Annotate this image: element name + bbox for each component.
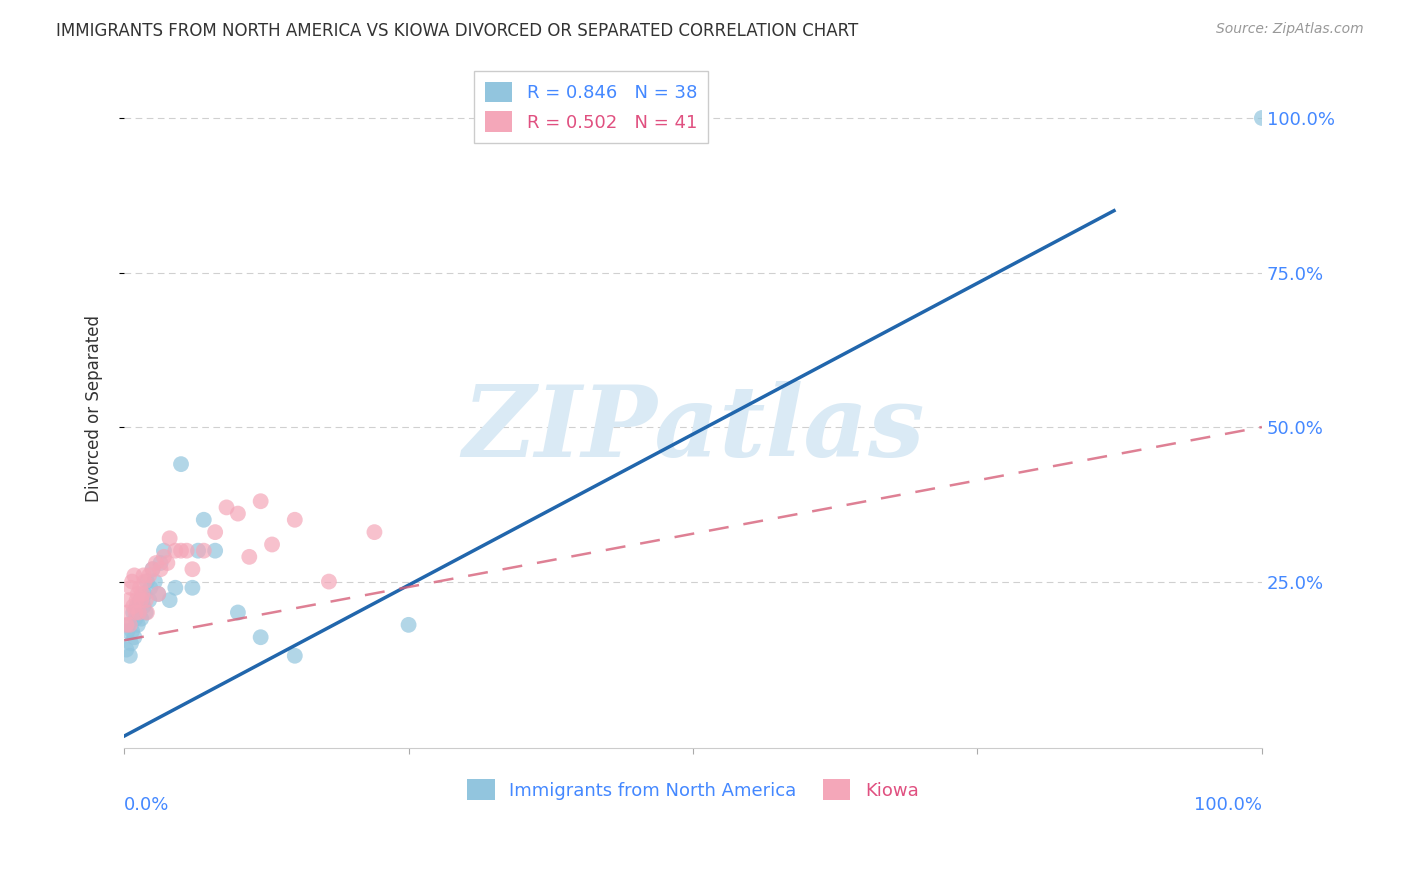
Point	[124, 606, 146, 620]
Point	[193, 513, 215, 527]
Point	[127, 587, 149, 601]
Point	[165, 543, 187, 558]
Point	[122, 599, 145, 614]
Point	[318, 574, 340, 589]
Text: ZIPatlas: ZIPatlas	[461, 381, 924, 477]
Point	[138, 568, 160, 582]
Point	[143, 574, 166, 589]
Point	[181, 581, 204, 595]
Point	[204, 543, 226, 558]
Point	[226, 606, 249, 620]
Point	[181, 562, 204, 576]
Point	[124, 630, 146, 644]
Point	[260, 537, 283, 551]
Point	[129, 593, 152, 607]
Point	[138, 593, 160, 607]
Point	[118, 593, 141, 607]
Point	[128, 606, 150, 620]
Point	[131, 593, 153, 607]
Text: Source: ZipAtlas.com: Source: ZipAtlas.com	[1216, 22, 1364, 37]
Point	[125, 599, 148, 614]
Text: 100.0%: 100.0%	[1194, 796, 1263, 814]
Point	[148, 587, 170, 601]
Point	[129, 593, 152, 607]
Point	[226, 507, 249, 521]
Point	[142, 562, 165, 576]
Point	[159, 531, 181, 545]
Point	[135, 593, 157, 607]
Point	[148, 587, 170, 601]
Point	[363, 525, 385, 540]
Point	[125, 593, 148, 607]
Point	[249, 630, 271, 644]
Point	[149, 562, 172, 576]
Point	[145, 556, 167, 570]
Point	[135, 606, 157, 620]
Point	[135, 574, 157, 589]
Point	[204, 525, 226, 540]
Point	[132, 599, 155, 614]
Point	[121, 624, 143, 638]
Point	[170, 543, 193, 558]
Point	[284, 648, 307, 663]
Point	[124, 612, 146, 626]
Point	[118, 618, 141, 632]
Point	[135, 606, 157, 620]
Point	[118, 618, 141, 632]
Y-axis label: Divorced or Separated: Divorced or Separated	[86, 315, 103, 502]
Point	[153, 549, 176, 564]
Point	[132, 568, 155, 582]
Point	[121, 574, 143, 589]
Point	[118, 648, 141, 663]
Point	[215, 500, 238, 515]
Point	[398, 618, 420, 632]
Point	[134, 574, 156, 589]
Point	[115, 618, 138, 632]
Point	[115, 642, 138, 657]
Point	[153, 543, 176, 558]
Point	[139, 581, 162, 595]
Point	[187, 543, 209, 558]
Point	[176, 543, 198, 558]
Point	[117, 606, 139, 620]
Point	[149, 556, 172, 570]
Point	[156, 556, 179, 570]
Text: 0.0%: 0.0%	[124, 796, 170, 814]
Point	[117, 624, 139, 638]
Point	[124, 568, 146, 582]
Point	[1251, 111, 1274, 125]
Point	[120, 636, 142, 650]
Point	[142, 562, 165, 576]
Point	[120, 581, 142, 595]
Point	[129, 581, 152, 595]
Point	[165, 581, 187, 595]
Point	[193, 543, 215, 558]
Text: IMMIGRANTS FROM NORTH AMERICA VS KIOWA DIVORCED OR SEPARATED CORRELATION CHART: IMMIGRANTS FROM NORTH AMERICA VS KIOWA D…	[56, 22, 859, 40]
Point	[159, 593, 181, 607]
Point	[284, 513, 307, 527]
Point	[128, 606, 150, 620]
Point	[238, 549, 260, 564]
Point	[127, 618, 149, 632]
Point	[170, 457, 193, 471]
Point	[134, 587, 156, 601]
Point	[131, 587, 153, 601]
Point	[129, 612, 152, 626]
Point	[249, 494, 271, 508]
Legend: Immigrants from North America, Kiowa: Immigrants from North America, Kiowa	[460, 772, 925, 807]
Point	[122, 606, 145, 620]
